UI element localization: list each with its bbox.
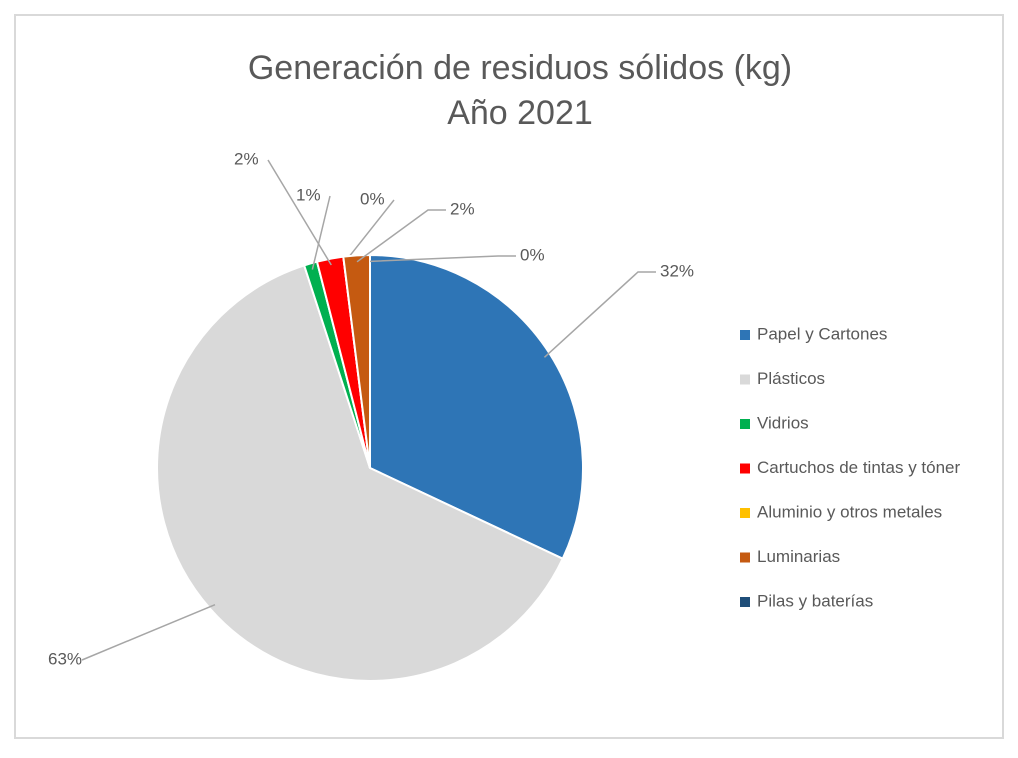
leader-line <box>267 159 332 266</box>
legend-label: Aluminio y otros metales <box>757 502 942 521</box>
legend-label: Pilas y baterías <box>757 591 873 610</box>
legend-label: Luminarias <box>757 547 840 566</box>
legend-swatch <box>740 552 750 563</box>
legend-label: Plásticos <box>757 369 825 388</box>
legend-swatch <box>740 419 750 429</box>
leader-line <box>81 603 216 661</box>
data-label: 0% <box>360 189 385 208</box>
chart-title: Generación de residuos sólidos (kg) <box>248 49 792 87</box>
data-label: 1% <box>296 185 321 204</box>
leader-line <box>343 199 395 264</box>
chart-subtitle: Año 2021 <box>447 94 593 132</box>
legend-swatch <box>740 508 750 518</box>
leader-line <box>311 195 331 270</box>
leader-line <box>369 255 516 263</box>
pie-slice <box>156 264 565 682</box>
legend-swatch <box>740 330 750 340</box>
data-label: 32% <box>660 261 694 280</box>
data-label: 0% <box>520 245 545 264</box>
legend-label: Cartuchos de tintas y tóner <box>757 458 961 477</box>
leader-line <box>356 209 446 263</box>
legend-swatch <box>740 374 750 385</box>
legend-label: Papel y Cartones <box>757 324 887 343</box>
leader-line <box>543 271 656 358</box>
data-label: 2% <box>450 199 475 218</box>
data-label: 63% <box>48 649 82 668</box>
pie-slice <box>369 253 584 561</box>
legend-label: Vidrios <box>757 413 809 432</box>
data-label: 2% <box>234 149 259 168</box>
legend-swatch <box>740 597 750 607</box>
legend-swatch <box>740 463 750 474</box>
